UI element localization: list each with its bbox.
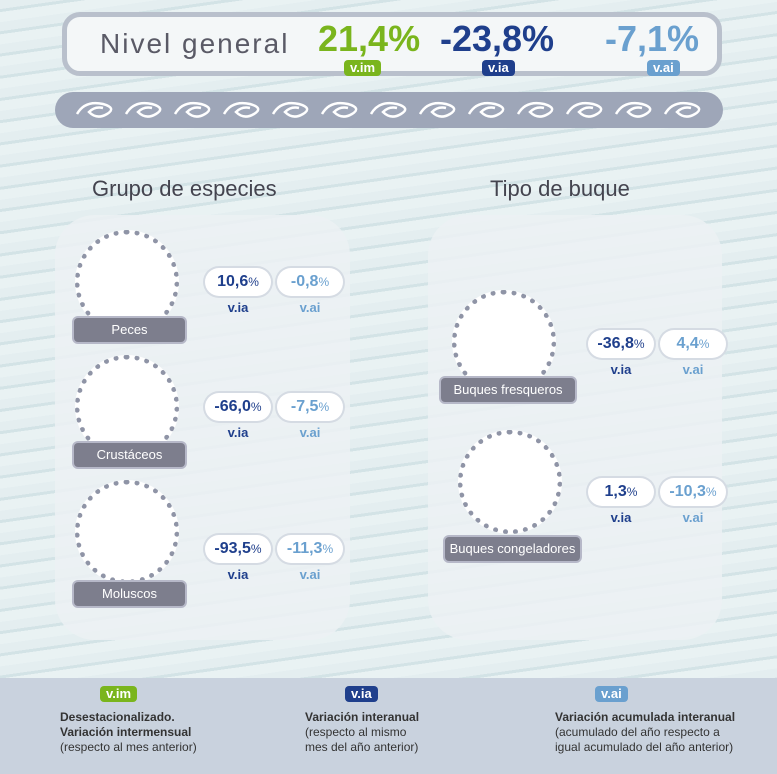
group-title: Grupo de especies [92, 176, 277, 201]
stat-pill: -0,8% [277, 268, 343, 296]
stat-tag: v.ai [299, 300, 321, 315]
chain-link [467, 101, 505, 118]
legend-line: Desestacionalizado. [60, 710, 175, 724]
stat-value: -36,8 [597, 335, 634, 352]
stat-pill: 4,4% [660, 330, 726, 358]
stat-value: -0,8 [290, 273, 319, 290]
stat-unit: % [248, 275, 259, 289]
stat-value: -11,3 [286, 540, 323, 557]
stat-pill: -10,3% [660, 478, 726, 506]
item-label: Buques fresqueros [441, 378, 575, 402]
legend-line: (acumulado del año respecto a [555, 725, 720, 739]
stat-unit: % [250, 542, 262, 556]
group-title: Tipo de buque [490, 176, 630, 201]
stat-pill: 1,3% [588, 478, 654, 506]
chain-link [516, 101, 554, 118]
chain-link [418, 101, 456, 118]
header-tag: v.ia [482, 60, 515, 76]
item-label: Crustáceos [74, 443, 185, 467]
stat-tag: v.ai [682, 510, 704, 525]
stat-value: 1,3 [604, 483, 627, 500]
stat-tag: v.ia [227, 300, 249, 315]
stat-value: 10,6 [217, 273, 249, 290]
header-tag: v.im [344, 60, 382, 76]
legend-line: Variación intermensual [60, 725, 192, 739]
stat-tag: v.ai [299, 567, 321, 582]
stat-pill: -7,5% [277, 393, 343, 421]
chain-link [222, 101, 260, 118]
stat-unit: % [705, 485, 717, 499]
stat-pill: -11,3% [277, 535, 343, 563]
item-icon [75, 230, 179, 334]
vessel-panel [428, 215, 722, 640]
legend-line: igual acumulado del año anterior) [555, 740, 734, 754]
stat-tag: v.ia [610, 510, 632, 525]
legend-line: Variación acumulada interanual [555, 710, 736, 724]
chain-link [173, 101, 211, 118]
header-tag: v.ai [647, 60, 680, 76]
item-icon [75, 355, 179, 459]
stat-tag: v.ia [227, 567, 249, 582]
legend-line: (respecto al mes anterior) [60, 740, 197, 754]
stat-value: 4,4 [676, 335, 699, 352]
header-value: 21,4% [318, 18, 421, 59]
stat-value: -66,0 [214, 398, 251, 415]
stat-pill: -66,0% [205, 393, 271, 421]
legend-line: (respecto al mismo [305, 725, 407, 739]
item-label: Peces [74, 318, 185, 342]
header-box [62, 12, 722, 76]
item-icon [75, 480, 179, 584]
header-title: Nivel general [100, 28, 290, 59]
chain-link [614, 101, 652, 118]
chain-link [75, 101, 113, 118]
legend-tag: v.ai [595, 686, 628, 702]
chain-link [124, 101, 162, 118]
stat-tag: v.ai [682, 362, 704, 377]
stat-tag: v.ia [610, 362, 632, 377]
chain-link [663, 101, 701, 118]
stat-value: -7,5 [290, 398, 319, 415]
chain-strip [55, 92, 723, 128]
stat-unit: % [698, 337, 710, 351]
header-value: -23,8% [440, 18, 555, 59]
stat-value: -10,3 [669, 483, 706, 500]
stat-tag: v.ai [299, 425, 321, 440]
chain-link [320, 101, 358, 118]
legend-tag: v.ia [345, 686, 378, 702]
stat-unit: % [626, 485, 638, 499]
stat-unit: % [322, 542, 334, 556]
chain-pattern [75, 101, 701, 118]
stat-pill: -36,8% [588, 330, 654, 358]
stat-unit: % [318, 400, 330, 414]
stat-pill: -93,5% [205, 535, 271, 563]
chain-link [565, 101, 603, 118]
header-value: -7,1% [605, 18, 700, 59]
legend-line: Variación interanual [305, 710, 420, 724]
item-label: Moluscos [74, 582, 185, 606]
legend-tag: v.im [100, 686, 138, 702]
chain-link [271, 101, 309, 118]
stat-unit: % [250, 400, 262, 414]
chain-link [369, 101, 407, 118]
stat-unit: % [633, 337, 645, 351]
item-label: Buques congeladores [445, 537, 580, 561]
stat-value: -93,5 [214, 540, 251, 557]
stat-pill: 10,6% [205, 268, 271, 296]
legend-line: mes del año anterior) [305, 740, 419, 754]
stat-unit: % [318, 275, 330, 289]
item-icon [458, 430, 562, 534]
stat-tag: v.ia [227, 425, 249, 440]
